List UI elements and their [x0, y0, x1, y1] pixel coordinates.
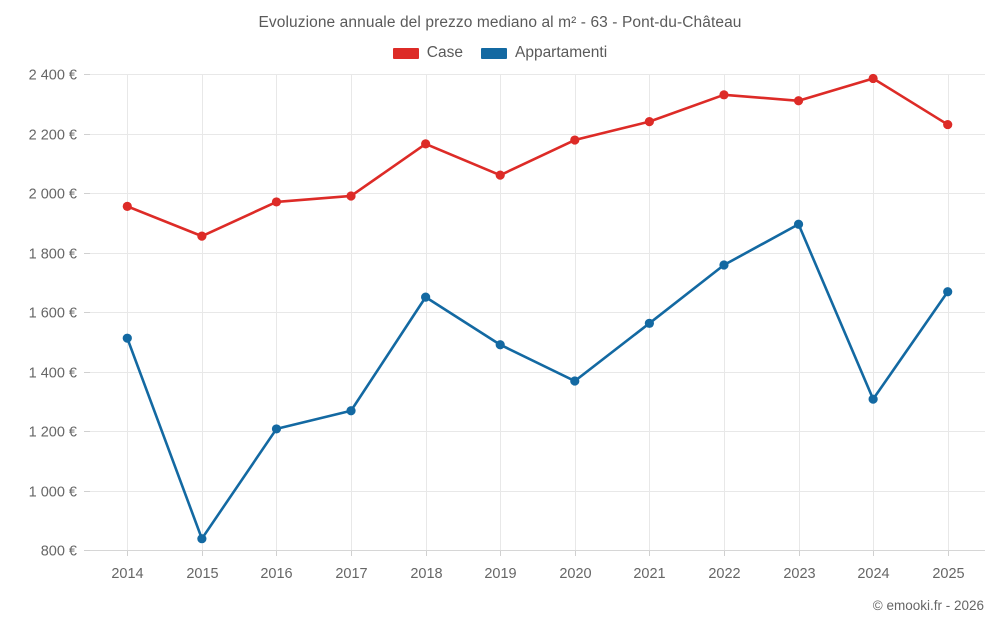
legend-label-appartamenti: Appartamenti: [514, 44, 608, 61]
x-axis-tick-label: 2019: [484, 566, 516, 582]
legend-entry-case[interactable]: Case: [392, 44, 463, 62]
data-series-group: [122, 73, 953, 544]
data-point-marker[interactable]: [197, 231, 207, 241]
data-point-marker[interactable]: [868, 394, 878, 404]
y-axis-tick-label: 1 000 €: [29, 485, 77, 501]
y-axis-tick-label: 800 €: [41, 544, 77, 560]
chart-legend: Case Appartamenti: [0, 44, 1000, 62]
y-axis-tick-label: 1 200 €: [29, 425, 77, 441]
chart-title: Evoluzione annuale del prezzo mediano al…: [258, 14, 742, 31]
data-point-marker[interactable]: [495, 170, 505, 180]
legend-swatch-appartamenti: [480, 47, 507, 59]
series-line-case[interactable]: [125, 77, 950, 238]
x-axis-tick-label: 2025: [932, 566, 964, 582]
gridlines-group: [90, 74, 985, 551]
x-axis-tick-label: 2017: [335, 566, 367, 582]
data-point-marker[interactable]: [943, 287, 953, 297]
axis-group: [84, 74, 985, 556]
x-axis-tick-label: 2022: [708, 566, 740, 582]
data-point-marker[interactable]: [421, 139, 431, 149]
data-point-marker[interactable]: [570, 376, 580, 386]
y-axis-tick-label: 2 000 €: [29, 187, 77, 203]
data-point-marker[interactable]: [346, 191, 356, 201]
data-point-marker[interactable]: [719, 90, 729, 100]
data-point-marker[interactable]: [122, 201, 132, 211]
data-point-marker[interactable]: [271, 424, 282, 434]
x-axis-tick-label: 2020: [559, 566, 591, 582]
legend-label-case: Case: [426, 44, 463, 61]
data-point-marker[interactable]: [271, 197, 282, 207]
y-axis-tick-label: 1 800 €: [29, 247, 77, 263]
data-point-marker[interactable]: [197, 534, 207, 544]
data-point-marker[interactable]: [943, 119, 953, 130]
footer-credit: © emooki.fr - 2026: [872, 598, 984, 613]
y-axis-tick-label: 1 600 €: [29, 306, 77, 322]
data-point-marker[interactable]: [719, 260, 729, 270]
data-point-marker[interactable]: [421, 292, 431, 302]
data-point-marker[interactable]: [793, 96, 804, 106]
legend-swatch-case: [392, 47, 419, 59]
data-point-marker[interactable]: [122, 333, 132, 343]
x-axis-tick-label: 2018: [410, 566, 442, 582]
data-point-marker[interactable]: [644, 117, 654, 127]
data-point-marker[interactable]: [570, 135, 580, 145]
data-point-marker[interactable]: [644, 318, 654, 328]
data-point-marker[interactable]: [793, 219, 804, 229]
x-axis-tick-label: 2021: [633, 566, 665, 582]
x-axis-tick-label: 2024: [857, 566, 889, 582]
legend-entry-appartamenti[interactable]: Appartamenti: [480, 44, 608, 62]
x-axis-tick-label: 2015: [186, 566, 218, 582]
series-line-appartamenti[interactable]: [125, 222, 950, 540]
x-axis-tick-label: 2016: [260, 566, 292, 582]
data-point-marker[interactable]: [346, 406, 356, 416]
y-axis-tick-label: 2 400 €: [29, 68, 77, 84]
y-axis-labels: 800 € 1 000 € 1 200 € 1 400 € 1 600 € 1 800 €…: [29, 68, 77, 560]
data-point-marker[interactable]: [495, 340, 505, 350]
data-point-marker[interactable]: [868, 73, 878, 84]
x-axis-tick-label: 2023: [783, 566, 815, 582]
x-axis-labels: 2014 2015 2016 2017 2018 2019 2020 2021 2022 2023…: [111, 566, 964, 582]
y-axis-tick-label: 1 400 €: [29, 366, 77, 382]
y-axis-tick-label: 2 200 €: [29, 128, 77, 144]
x-axis-tick-label: 2014: [111, 566, 143, 582]
